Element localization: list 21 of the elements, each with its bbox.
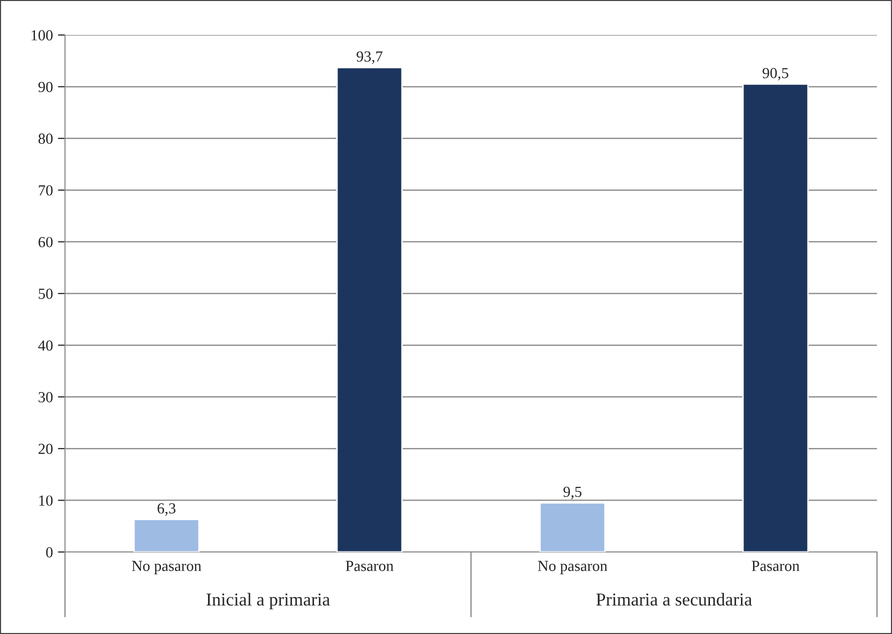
x-tick-label: Pasaron [752,560,800,572]
data-label: 93,7 [356,51,382,64]
y-tick-label: 10 [39,495,53,506]
y-tick-label: 0 [46,547,53,558]
text: Primaria a secundaria [596,592,752,606]
x-tick-label: No pasaron [538,560,608,574]
y-tick-label: 20 [38,444,53,454]
y-tick-label: 50 [38,288,53,299]
x-tick-label: No pasaron [132,560,202,574]
y-tick-label: 60 [38,236,53,248]
y-tick-label: 30 [38,392,53,402]
y-tick-label: 100 [32,30,53,40]
data-label: 90,5 [762,68,788,80]
data-label: 9,5 [563,486,582,500]
y-tick-label: 80 [38,134,53,144]
text: Inicial a primaria [206,592,330,610]
data-label: 6,3 [158,503,176,516]
y-tick-label: 70 [38,185,53,196]
x-tick-label: Pasaron [346,560,394,572]
y-tick-label: 90 [38,82,53,92]
y-tick-label: 40 [38,340,53,351]
